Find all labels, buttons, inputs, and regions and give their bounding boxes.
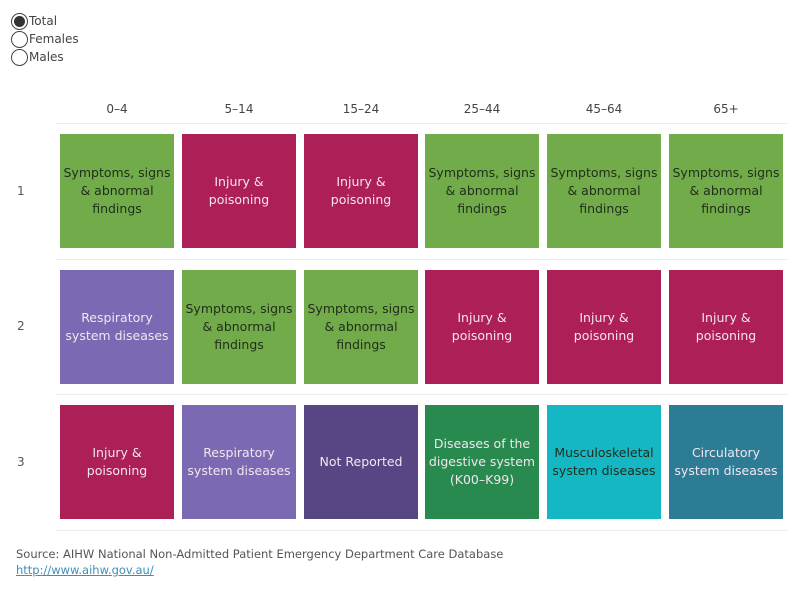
row-label-rank-1: 1 — [17, 184, 25, 198]
footer: Source: AIHW National Non-Admitted Patie… — [16, 546, 503, 578]
source-text: Source: AIHW National Non-Admitted Patie… — [16, 547, 504, 561]
row-divider — [56, 259, 788, 260]
grid-cell-rank-2-symptoms[interactable]: Symptoms, signs & abnormal findings — [304, 270, 418, 384]
radio-females[interactable]: Females — [11, 30, 79, 48]
column-header-5-14: 5–14 — [224, 102, 254, 116]
grid-cell-rank-1-injury[interactable]: Injury & poisoning — [304, 134, 418, 248]
row-divider — [56, 123, 788, 124]
grid-cell-rank-1-symptoms[interactable]: Symptoms, signs & abnormal findings — [669, 134, 783, 248]
radio-label: Females — [29, 32, 79, 46]
source-link[interactable]: http://www.aihw.gov.au/ — [16, 563, 154, 577]
grid-cell-rank-2-respiratory[interactable]: Respiratory system diseases — [60, 270, 174, 384]
grid-cell-rank-3-circulatory[interactable]: Circulatory system diseases — [669, 405, 783, 519]
column-header-65-plus: 65+ — [713, 102, 739, 116]
row-divider — [56, 530, 788, 531]
grid-cell-rank-2-injury[interactable]: Injury & poisoning — [425, 270, 539, 384]
grid-cell-rank-1-symptoms[interactable]: Symptoms, signs & abnormal findings — [425, 134, 539, 248]
row-divider — [56, 394, 788, 395]
radio-button-icon[interactable] — [11, 30, 28, 48]
grid-cell-rank-1-symptoms[interactable]: Symptoms, signs & abnormal findings — [547, 134, 661, 248]
radio-button-icon[interactable] — [11, 12, 28, 30]
radio-button-icon[interactable] — [11, 48, 28, 66]
radio-total[interactable]: Total — [11, 12, 79, 30]
radio-selected-dot — [14, 15, 25, 27]
grid-cell-rank-2-injury[interactable]: Injury & poisoning — [669, 270, 783, 384]
column-header-25-44: 25–44 — [463, 102, 501, 116]
grid-cell-rank-3-injury[interactable]: Injury & poisoning — [60, 405, 174, 519]
grid-cell-rank-3-not_reported[interactable]: Not Reported — [304, 405, 418, 519]
grid-cell-rank-1-injury[interactable]: Injury & poisoning — [182, 134, 296, 248]
grid-cell-rank-2-injury[interactable]: Injury & poisoning — [547, 270, 661, 384]
row-label-rank-2: 2 — [17, 319, 25, 333]
grid-cell-rank-3-digestive[interactable]: Diseases of the digestive system (K00–K9… — [425, 405, 539, 519]
column-header-45-64: 45–64 — [585, 102, 623, 116]
column-header-15-24: 15–24 — [342, 102, 380, 116]
sex-filter-radio-group: Total Females Males — [11, 12, 79, 66]
radio-label: Males — [29, 50, 64, 64]
grid-cell-rank-1-symptoms[interactable]: Symptoms, signs & abnormal findings — [60, 134, 174, 248]
row-label-rank-3: 3 — [17, 455, 25, 469]
radio-males[interactable]: Males — [11, 48, 79, 66]
radio-label: Total — [29, 14, 58, 28]
grid-cell-rank-2-symptoms[interactable]: Symptoms, signs & abnormal findings — [182, 270, 296, 384]
column-header-0-4: 0–4 — [106, 102, 128, 116]
grid-cell-rank-3-musculoskeletal[interactable]: Musculoskeletal system diseases — [547, 405, 661, 519]
grid-cell-rank-3-respiratory[interactable]: Respiratory system diseases — [182, 405, 296, 519]
